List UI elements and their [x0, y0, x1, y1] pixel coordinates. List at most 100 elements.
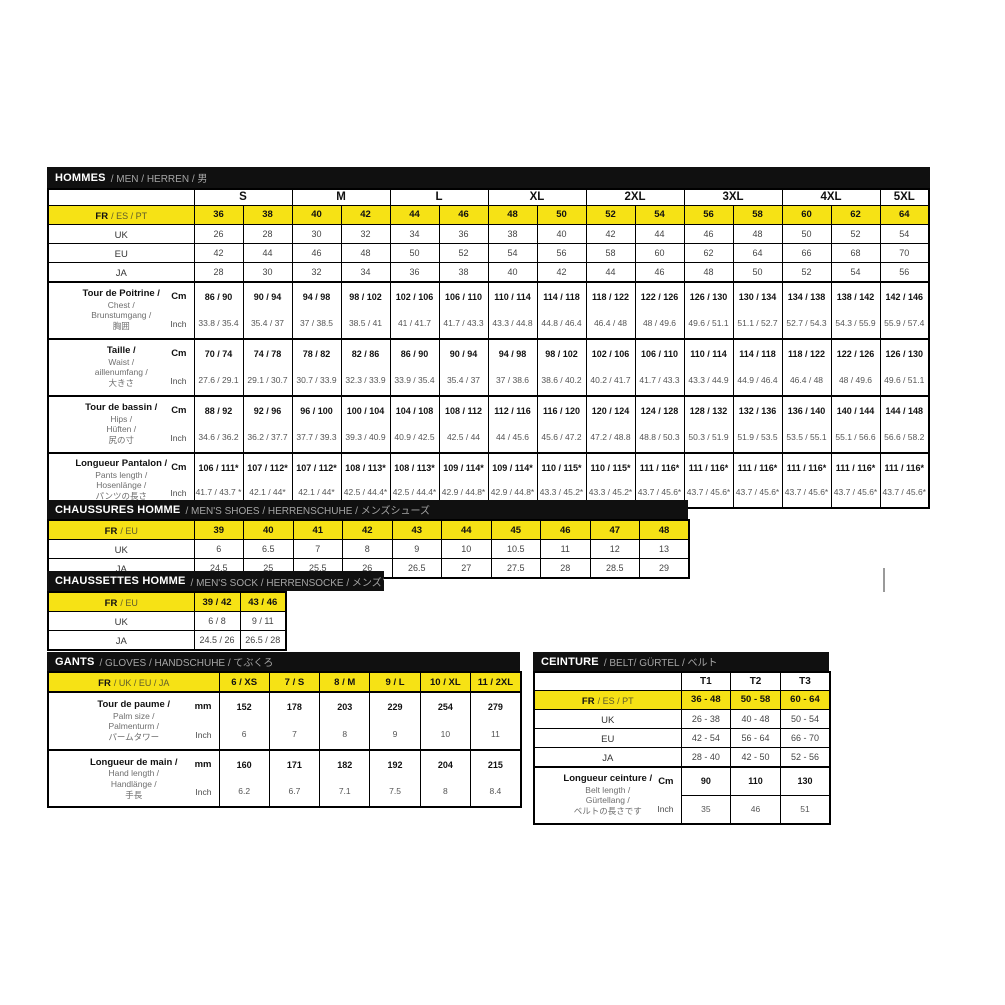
belt-fr-es-pt-label-bold: FR	[581, 695, 595, 707]
glove-size-cell: 8 / M	[319, 671, 371, 693]
socks-uk-row-label: UK	[47, 611, 195, 631]
hommes-header-bar-subtitle: / MEN / HERREN / 男	[110, 174, 208, 185]
belt-table: T1 T2 T3 FR / ES / PT 36 - 48 50 - 58 60 - 64 UK…	[533, 671, 832, 825]
hips-measure-top-value: 100 / 104	[346, 405, 385, 416]
chest-measure-value-cell: 110 / 114 43.3 / 44.8	[487, 280, 538, 339]
shoes-uk-value-cell: 6.5	[243, 539, 294, 559]
hand-length-measure-top-value: 215	[487, 760, 503, 770]
chest-measure-top-value: 122 / 126	[640, 291, 679, 302]
palm-size-measure-bottom-value: 8	[342, 729, 348, 739]
ja-value-cell: 54	[830, 261, 881, 282]
hips-measure-value-cell: 92 / 96 36.2 / 37.7	[242, 394, 293, 453]
pants-length-measure-bottom-value: 42.9 / 44.8*	[441, 486, 486, 497]
shoe-size-cell: 45	[490, 519, 541, 540]
ja-row-label-text: JA	[115, 267, 127, 279]
belt-eu-value-cell: 66 - 70	[779, 727, 831, 748]
chest-measure-value-cell: 98 / 102 38.5 / 41	[340, 280, 391, 339]
hips-measure-value-cell: 120 / 124 47.2 / 48.8	[585, 394, 636, 453]
belt-ja-value-cell: 28 - 40	[680, 746, 732, 767]
chest-measure-top-value: 98 / 102	[349, 291, 382, 302]
size-group-header: L	[389, 188, 489, 206]
hand-length-measure-value-cell: 160 6.2	[218, 749, 270, 808]
belt-uk-value-cell: 50 - 54	[779, 708, 831, 729]
belt-eu-value-cell: 56 - 64	[730, 727, 781, 748]
hips-measure-bottom-value: 36.2 / 37.7	[247, 431, 288, 442]
pants-length-measure-value-cell: 108 / 113* 42.5 / 44.4*	[389, 451, 440, 508]
scan-artifact-line	[883, 568, 885, 592]
belt-fr-value-cell: 50 - 58	[730, 689, 781, 710]
belt-length-title: Longueur ceinture /	[563, 773, 653, 785]
uk-value-cell: 50	[781, 223, 832, 244]
belt-uk-row-label: UK	[533, 708, 682, 729]
hips-measure-subtitle-line: 尻の寸	[108, 435, 134, 445]
sock-size-cell: 39 / 42	[193, 591, 241, 612]
belt-length-cm-cell: 90	[680, 765, 732, 796]
fr-es-pt-label-bold: FR	[95, 210, 109, 222]
fr-size-cell: 60	[781, 204, 832, 225]
pants-length-measure-top-value: 110 / 115*	[590, 462, 631, 473]
waist-measure-bottom-value: 32.3 / 33.9	[345, 374, 386, 385]
eu-value-cell: 46	[291, 242, 342, 263]
waist-measure-unit-bottom: Inch	[170, 375, 187, 386]
chest-measure-value-cell: 106 / 110 41.7 / 43.3	[438, 280, 489, 339]
chest-measure-subtitle-line: Chest /	[107, 299, 135, 310]
size-group-header: S	[193, 188, 293, 206]
waist-measure-value-cell: 86 / 90 33.9 / 35.4	[389, 337, 440, 396]
pants-length-measure-value-cell: 111 / 116* 43.7 / 45.6*	[781, 451, 832, 508]
shoe-size-cell: 42	[342, 519, 393, 540]
pants-length-measure-bottom-value: 43.7 / 45.6*	[735, 486, 780, 497]
uk-value-cell: 32	[340, 223, 391, 244]
shoes-uk-value-cell: 10.5	[490, 539, 541, 559]
hips-measure-value-cell: 132 / 136 51.9 / 53.5	[732, 394, 783, 453]
pants-length-measure-bottom-value: 42.5 / 44.4*	[392, 486, 437, 497]
waist-measure-value-cell: 102 / 106 40.2 / 41.7	[585, 337, 636, 396]
waist-measure-value-cell: 78 / 82 30.7 / 33.9	[291, 337, 342, 396]
pants-length-measure-bottom-value: 43.7 / 45.6*	[833, 486, 878, 497]
hips-measure-top-value: 124 / 128	[640, 405, 679, 416]
hips-measure-label: Tour de bassin / Hips / Hüften / 尻の寸 Cm Inch	[47, 394, 195, 453]
uk-value-cell: 36	[438, 223, 489, 244]
eu-value-cell: 56	[536, 242, 587, 263]
waist-measure-top-value: 126 / 130	[885, 348, 924, 359]
fr-size-cell: 58	[732, 204, 783, 225]
shoes-fr-eu-label-rest: / EU	[120, 526, 138, 536]
chest-measure-value-cell: 134 / 138 52.7 / 54.3	[781, 280, 832, 339]
eu-value-cell: 64	[732, 242, 783, 263]
shoes-uk-value-cell: 7	[292, 539, 343, 559]
hand-length-measure-value-cell: 182 7.1	[319, 749, 371, 808]
uk-value-cell: 38	[487, 223, 538, 244]
hand-length-measure-subtitle-line: Handlänge /	[110, 778, 157, 789]
hips-measure-value-cell: 100 / 104 39.3 / 40.9	[340, 394, 391, 453]
hips-measure-value-cell: 136 / 140 53.5 / 55.1	[781, 394, 832, 453]
hips-measure-bottom-value: 40.9 / 42.5	[394, 431, 435, 442]
hand-length-measure-label: Longueur de main / Hand length / Handlänge…	[47, 749, 220, 808]
eu-value-cell: 62	[683, 242, 734, 263]
uk-row-label-text: UK	[114, 229, 128, 241]
fr-size-cell: 50	[536, 204, 587, 225]
waist-measure-value-cell: 106 / 110 41.7 / 43.3	[634, 337, 685, 396]
pants-length-measure-top-value: 111 / 116*	[737, 462, 778, 473]
belt-t-size-cell: T3	[779, 671, 831, 691]
waist-measure-top-value: 74 / 78	[253, 348, 282, 359]
gloves-size-label: FR / UK / EU / JA	[47, 671, 220, 693]
chest-measure-top-value: 90 / 94	[253, 291, 282, 302]
socks-header-bar-subtitle: / MEN'S SOCK / HERRENSOCKE / メンズソックス	[190, 577, 384, 589]
gloves-size-label-rest: / UK / EU / JA	[113, 678, 170, 688]
belt-length-unit-top: Cm	[658, 775, 674, 787]
socks-uk-value-cell: 6 / 8	[193, 611, 241, 631]
belt-header-bar-title: CEINTURE	[541, 655, 599, 668]
uk-value-cell: 28	[242, 223, 293, 244]
chest-measure-bottom-value: 43.3 / 44.8	[492, 317, 533, 328]
chest-measure-value-cell: 118 / 122 46.4 / 48	[585, 280, 636, 339]
shoe-size-cell: 39	[193, 519, 244, 540]
shoes-ja-row-label-text: JA	[115, 564, 127, 575]
waist-measure-value-cell: 70 / 74 27.6 / 29.1	[193, 337, 244, 396]
socks-ja-row-label-text: JA	[115, 636, 127, 647]
fr-size-cell: 38	[242, 204, 293, 225]
uk-value-cell: 34	[389, 223, 440, 244]
hand-length-measure-top-value: 192	[387, 760, 403, 770]
uk-value-cell: 40	[536, 223, 587, 244]
pants-length-measure-label: Longueur Pantalon / Pants length / Hosenlä…	[47, 451, 195, 508]
belt-ja-row-label: JA	[533, 746, 682, 767]
palm-size-measure-subtitle-line: パームタワー	[108, 732, 160, 742]
